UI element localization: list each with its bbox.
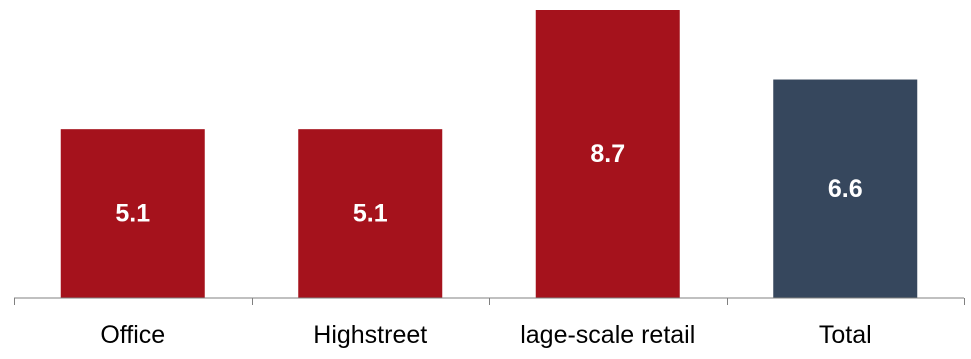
bar-office xyxy=(60,129,205,298)
category-labels-layer: Office Highstreet lage-scale retail Total xyxy=(100,321,871,349)
category-label-highstreet: Highstreet xyxy=(313,321,427,349)
category-label-office: Office xyxy=(100,321,165,349)
value-label-lage-scale-retail: 8.7 xyxy=(590,140,625,168)
bar-highstreet xyxy=(298,129,443,298)
category-label-total: Total xyxy=(819,321,872,349)
category-label-lage-scale-retail: lage-scale retail xyxy=(520,321,695,349)
bars-layer xyxy=(60,10,918,298)
x-axis xyxy=(14,297,965,305)
value-labels-layer: 5.1 5.1 8.7 6.6 xyxy=(115,140,862,228)
value-label-total: 6.6 xyxy=(828,175,863,203)
bar-total xyxy=(773,79,918,298)
value-label-office: 5.1 xyxy=(115,200,150,228)
bar-lage-scale-retail xyxy=(535,10,680,298)
value-label-highstreet: 5.1 xyxy=(353,200,388,228)
